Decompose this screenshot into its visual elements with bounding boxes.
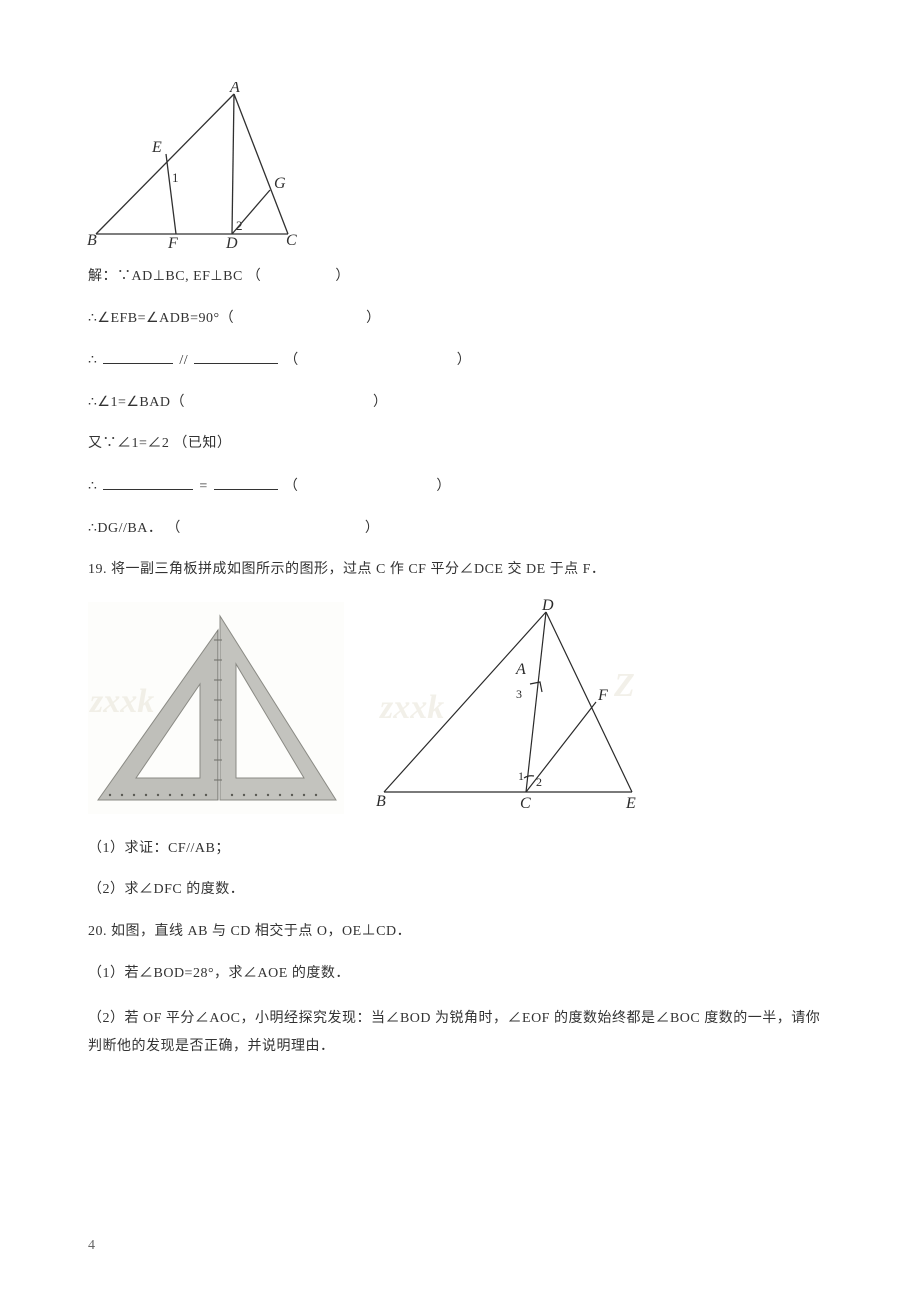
label-D: D	[225, 235, 238, 250]
proof-line-2-suffix: ）	[366, 311, 381, 326]
q19-figure-row: zxxk	[88, 596, 832, 819]
triangle-ruler-image: zxxk	[88, 602, 344, 819]
q20-sub2: （2）若 OF 平分∠AOC，小明经探究发现：当∠BOD 为锐角时，∠EOF 的…	[88, 1005, 832, 1061]
proof-line-3-open: （	[284, 353, 299, 368]
proof-line-3-suffix: ）	[457, 353, 472, 368]
proof-diagram-1: A B C D E F G 1 2	[84, 82, 832, 255]
proof-blank-6a[interactable]	[103, 476, 193, 490]
proof-line-3-mid: //	[179, 353, 192, 368]
label-1: 1	[172, 170, 179, 185]
proof-line-6-open: （	[284, 479, 299, 494]
q20-sub1: （1）若∠BOD=28°，求∠AOE 的度数．	[88, 964, 832, 984]
watermark-left: zxxk	[89, 683, 154, 720]
proof-line-1-suffix: ）	[335, 269, 350, 284]
label2-D: D	[541, 597, 554, 614]
label-B: B	[87, 232, 97, 249]
proof-line-1-prefix: 解：∵AD⊥BC, EF⊥BC （	[88, 269, 261, 284]
proof-line-2-prefix: ∴∠EFB=∠ADB=90°（	[88, 311, 234, 326]
label-F: F	[167, 235, 178, 250]
proof-line-6-prefix: ∴	[88, 479, 101, 494]
label2-C: C	[520, 795, 531, 812]
proof-line-4-prefix: ∴∠1=∠BAD（	[88, 395, 185, 410]
q19-geometry-diagram: zxxk Z D A F B C E 3	[368, 596, 652, 819]
proof-blank-3b[interactable]	[194, 350, 278, 364]
proof-line-6: ∴ = （ ）	[88, 476, 832, 497]
proof-line-6-eq: =	[199, 479, 207, 494]
proof-line-2: ∴∠EFB=∠ADB=90°（ ）	[88, 309, 832, 329]
proof-line-3: ∴ // （ ）	[88, 350, 832, 371]
label2-3: 3	[516, 687, 522, 701]
watermark-mid-l: zxxk	[379, 689, 444, 726]
q19-stem: 19. 将一副三角板拼成如图所示的图形，过点 C 作 CF 平分∠DCE 交 D…	[88, 560, 832, 580]
proof-line-6-suffix: ）	[436, 479, 451, 494]
q19-sub2: （2）求∠DFC 的度数．	[88, 880, 832, 900]
proof-line-3-prefix: ∴	[88, 353, 101, 368]
label-G: G	[274, 175, 286, 192]
label-E: E	[151, 139, 162, 156]
label-A: A	[229, 82, 240, 96]
label2-B: B	[376, 793, 386, 810]
proof-line-7: ∴DG//BA． （ ）	[88, 519, 832, 539]
proof-line-4: ∴∠1=∠BAD（ ）	[88, 393, 832, 413]
label2-E: E	[625, 795, 636, 812]
label2-A: A	[515, 661, 526, 678]
proof-line-5-text: 又∵∠1=∠2 （已知）	[88, 436, 231, 451]
label-2: 2	[236, 218, 243, 233]
proof-line-5: 又∵∠1=∠2 （已知）	[88, 434, 832, 454]
label2-2: 2	[536, 775, 542, 789]
q20-stem: 20. 如图，直线 AB 与 CD 相交于点 O，OE⊥CD．	[88, 922, 832, 942]
proof-blank-6b[interactable]	[214, 476, 278, 490]
proof-line-1: 解：∵AD⊥BC, EF⊥BC （ ）	[88, 267, 832, 287]
label2-1: 1	[518, 769, 524, 783]
proof-line-4-suffix: ）	[373, 395, 388, 410]
q19-sub1: （1）求证：CF//AB；	[88, 839, 832, 859]
proof-line-7-suffix: ）	[365, 521, 380, 536]
proof-line-7-prefix: ∴DG//BA． （	[88, 521, 181, 536]
watermark-mid-r: Z	[613, 667, 635, 704]
page-number: 4	[88, 1238, 95, 1254]
label2-F: F	[597, 687, 608, 704]
proof-blank-3a[interactable]	[103, 350, 173, 364]
label-C: C	[286, 232, 297, 249]
